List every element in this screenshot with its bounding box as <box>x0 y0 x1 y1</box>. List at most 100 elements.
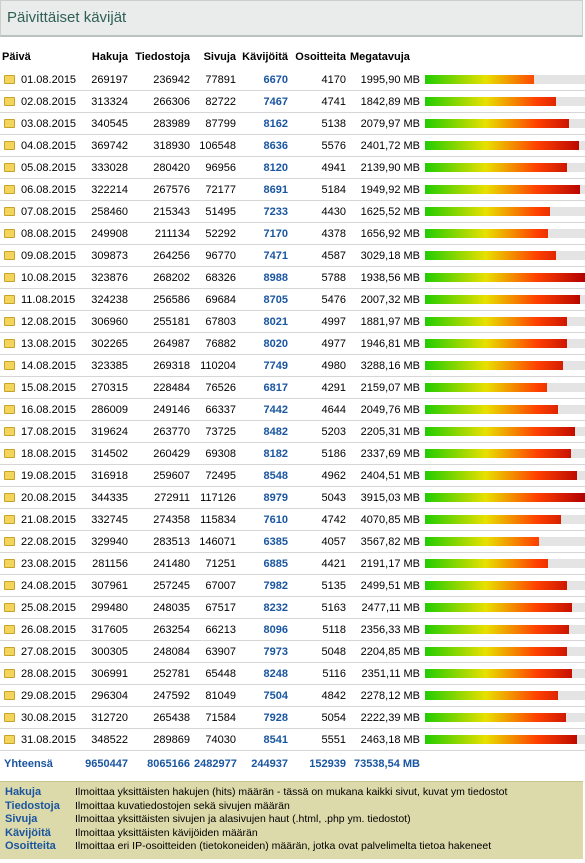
folder-icon <box>4 383 15 393</box>
date-link[interactable]: 19.08.2015 <box>21 469 77 482</box>
date-cell[interactable]: 06.08.2015 <box>0 178 82 201</box>
date-link[interactable]: 23.08.2015 <box>21 557 77 570</box>
date-cell[interactable]: 09.08.2015 <box>0 244 82 267</box>
date-link[interactable]: 22.08.2015 <box>21 535 77 548</box>
date-cell[interactable]: 28.08.2015 <box>0 662 82 685</box>
traffic-bar-track <box>425 185 585 194</box>
date-link[interactable]: 13.08.2015 <box>21 337 77 350</box>
table-row: 27.08.2015 300305 248084 63907 7973 5048… <box>0 640 585 663</box>
date-link[interactable]: 14.08.2015 <box>21 359 77 372</box>
table-row: 11.08.2015 324238 256586 69684 8705 5476… <box>0 288 585 311</box>
traffic-bar-fill <box>425 669 573 678</box>
date-cell[interactable]: 11.08.2015 <box>0 288 82 311</box>
date-cell[interactable]: 05.08.2015 <box>0 156 82 179</box>
col-header-visits: Kävijöitä <box>242 51 288 63</box>
date-link[interactable]: 15.08.2015 <box>21 381 77 394</box>
date-link[interactable]: 25.08.2015 <box>21 601 77 614</box>
traffic-bar-track <box>425 383 585 392</box>
date-cell[interactable]: 07.08.2015 <box>0 200 82 223</box>
date-cell[interactable]: 29.08.2015 <box>0 684 82 707</box>
date-link[interactable]: 30.08.2015 <box>21 711 77 724</box>
date-cell[interactable]: 13.08.2015 <box>0 332 82 355</box>
date-cell[interactable]: 04.08.2015 <box>0 134 82 157</box>
date-cell[interactable]: 14.08.2015 <box>0 354 82 377</box>
date-link[interactable]: 01.08.2015 <box>21 73 77 86</box>
date-cell[interactable]: 25.08.2015 <box>0 596 82 619</box>
date-link[interactable]: 03.08.2015 <box>21 117 77 130</box>
files-cell: 269318 <box>130 354 192 377</box>
table-row: 19.08.2015 316918 259607 72495 8548 4962… <box>0 464 585 487</box>
megabytes-cell: 3029,18 MB <box>348 244 422 267</box>
date-link[interactable]: 16.08.2015 <box>21 403 77 416</box>
date-link[interactable]: 04.08.2015 <box>21 139 77 152</box>
traffic-bar-fill <box>425 515 561 524</box>
date-cell[interactable]: 02.08.2015 <box>0 90 82 113</box>
date-cell[interactable]: 24.08.2015 <box>0 574 82 597</box>
date-link[interactable]: 20.08.2015 <box>21 491 77 504</box>
bar-cell <box>422 398 585 421</box>
table-row: 17.08.2015 319624 263770 73725 8482 5203… <box>0 420 585 443</box>
date-link[interactable]: 06.08.2015 <box>21 183 77 196</box>
date-cell[interactable]: 17.08.2015 <box>0 420 82 443</box>
date-cell[interactable]: 23.08.2015 <box>0 552 82 575</box>
date-link[interactable]: 07.08.2015 <box>21 205 77 218</box>
date-link[interactable]: 24.08.2015 <box>21 579 77 592</box>
files-cell: 248084 <box>130 640 192 663</box>
pages-cell: 66213 <box>192 618 238 641</box>
date-cell[interactable]: 30.08.2015 <box>0 706 82 729</box>
date-link[interactable]: 11.08.2015 <box>21 293 76 306</box>
date-link[interactable]: 02.08.2015 <box>21 95 77 108</box>
col-header-bar <box>422 45 585 69</box>
legend-term: Osoitteita <box>5 840 56 852</box>
date-link[interactable]: 26.08.2015 <box>21 623 77 636</box>
date-cell[interactable]: 03.08.2015 <box>0 112 82 135</box>
date-link[interactable]: 27.08.2015 <box>21 645 77 658</box>
date-link[interactable]: 17.08.2015 <box>21 425 77 438</box>
totals-hits: 9650447 <box>85 758 128 770</box>
daily-visitors-table: Päivä Hakuja Tiedostoja Sivuja Kävijöitä… <box>0 45 585 777</box>
date-cell[interactable]: 20.08.2015 <box>0 486 82 509</box>
date-link[interactable]: 28.08.2015 <box>21 667 77 680</box>
date-cell[interactable]: 26.08.2015 <box>0 618 82 641</box>
date-cell[interactable]: 18.08.2015 <box>0 442 82 465</box>
date-cell[interactable]: 15.08.2015 <box>0 376 82 399</box>
date-cell[interactable]: 08.08.2015 <box>0 222 82 245</box>
pages-cell: 63907 <box>192 640 238 663</box>
pages-cell: 65448 <box>192 662 238 685</box>
date-cell[interactable]: 12.08.2015 <box>0 310 82 333</box>
folder-icon <box>4 185 15 195</box>
date-link[interactable]: 31.08.2015 <box>21 733 77 746</box>
date-cell[interactable]: 31.08.2015 <box>0 728 82 751</box>
date-cell[interactable]: 22.08.2015 <box>0 530 82 553</box>
page-title: Päivittäiset kävijät <box>0 0 583 37</box>
folder-icon <box>4 559 15 569</box>
megabytes-cell: 2499,51 MB <box>348 574 422 597</box>
visits-cell: 8021 <box>238 310 290 333</box>
bar-cell <box>422 706 585 729</box>
date-link[interactable]: 12.08.2015 <box>21 315 77 328</box>
date-link[interactable]: 05.08.2015 <box>21 161 77 174</box>
bar-cell <box>422 222 585 245</box>
date-cell[interactable]: 27.08.2015 <box>0 640 82 663</box>
folder-icon <box>4 141 15 151</box>
date-cell[interactable]: 19.08.2015 <box>0 464 82 487</box>
legend-description: Ilmoittaa kuvatiedostojen sekä sivujen m… <box>75 799 290 812</box>
megabytes-cell: 1656,92 MB <box>348 222 422 245</box>
date-link[interactable]: 29.08.2015 <box>21 689 77 702</box>
date-cell[interactable]: 10.08.2015 <box>0 266 82 289</box>
date-cell[interactable]: 16.08.2015 <box>0 398 82 421</box>
date-link[interactable]: 18.08.2015 <box>21 447 77 460</box>
megabytes-cell: 1946,81 MB <box>348 332 422 355</box>
folder-icon <box>4 647 15 657</box>
date-cell[interactable]: 01.08.2015 <box>0 69 82 91</box>
visits-cell: 7928 <box>238 706 290 729</box>
date-link[interactable]: 09.08.2015 <box>21 249 77 262</box>
sites-cell: 4587 <box>290 244 348 267</box>
date-link[interactable]: 10.08.2015 <box>21 271 77 284</box>
hits-cell: 323385 <box>82 354 130 377</box>
files-cell: 241480 <box>130 552 192 575</box>
visits-cell: 7442 <box>238 398 290 421</box>
date-link[interactable]: 08.08.2015 <box>21 227 77 240</box>
date-cell[interactable]: 21.08.2015 <box>0 508 82 531</box>
date-link[interactable]: 21.08.2015 <box>21 513 77 526</box>
